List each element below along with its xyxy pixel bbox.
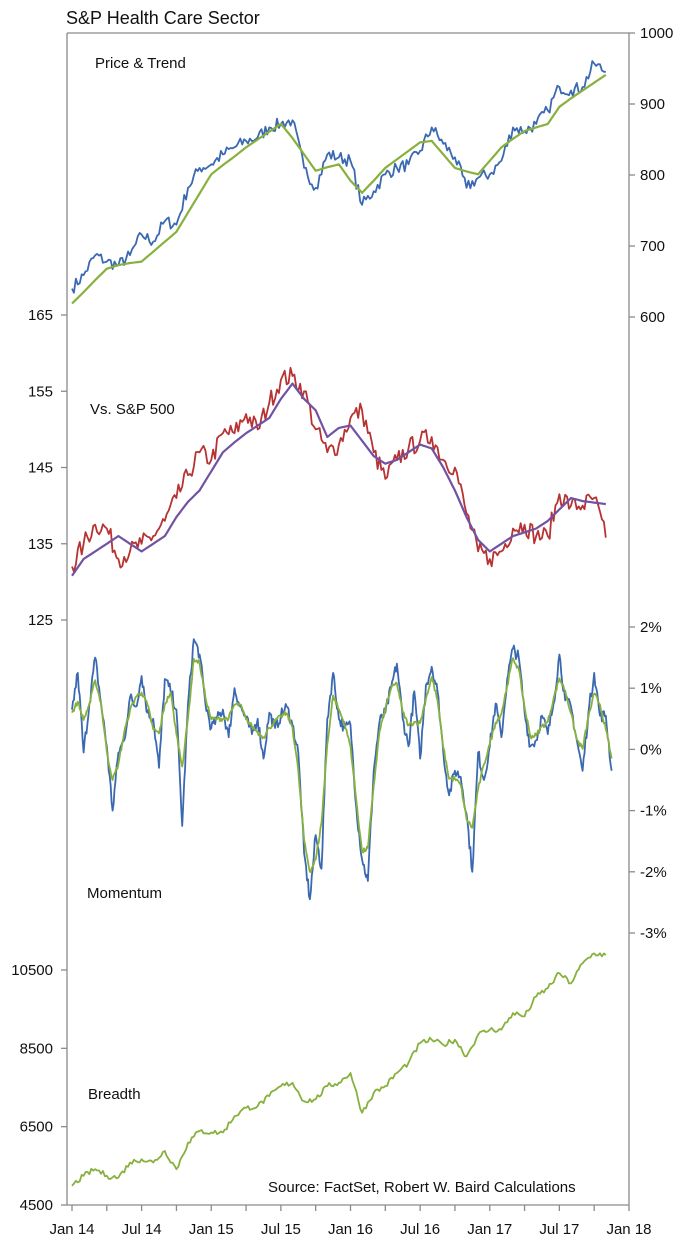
- chart-frame: [66, 32, 630, 1205]
- y-tick-label: 4500: [20, 1197, 53, 1214]
- x-tick-label: Jan 16: [328, 1221, 373, 1238]
- x-tick-label: Jan 17: [467, 1221, 512, 1238]
- panel-breadth: 10500 8500 6500 4500: [11, 952, 607, 1214]
- y-tick-label: 0%: [640, 741, 662, 758]
- y-tick-label: 800: [640, 167, 665, 184]
- y-tick-label: 8500: [20, 1040, 53, 1057]
- panel-label-vs-sp500: Vs. S&P 500: [90, 401, 175, 418]
- x-tick-label: Jul 17: [539, 1221, 579, 1238]
- series-line-1: [71, 638, 613, 901]
- y-tick-label: -3%: [640, 925, 667, 942]
- y-tick-label: 165: [28, 307, 53, 324]
- source-note: Source: FactSet, Robert W. Baird Calcula…: [268, 1179, 576, 1196]
- x-tick-label: Jan 18: [606, 1221, 651, 1238]
- y-tick-label: 700: [640, 238, 665, 255]
- panel-label-price-trend: Price & Trend: [95, 55, 186, 72]
- y-tick-label: 1000: [640, 25, 673, 42]
- series-line-2: [71, 657, 613, 873]
- y-tick-label: 1%: [640, 680, 662, 697]
- y-tick-label: 2%: [640, 619, 662, 636]
- x-tick-label: Jan 14: [49, 1221, 94, 1238]
- panel-label-breadth: Breadth: [88, 1086, 141, 1103]
- chart-title: S&P Health Care Sector: [66, 8, 260, 28]
- y-tick-label: 900: [640, 96, 665, 113]
- y-tick-label: 155: [28, 383, 53, 400]
- series-line-2: [71, 73, 607, 305]
- y-tick-label: 145: [28, 460, 53, 477]
- y-tick-label: 6500: [20, 1119, 53, 1136]
- x-tick-label: Jul 15: [261, 1221, 301, 1238]
- x-tick-label: Jul 14: [122, 1221, 162, 1238]
- panel-price-trend: 1000 900 800 700 600: [71, 25, 673, 326]
- series-line-2: [71, 382, 606, 577]
- y-tick-label: -1%: [640, 803, 667, 820]
- series-line-1: [71, 952, 607, 1187]
- y-tick-label: 600: [640, 309, 665, 326]
- x-axis: Jan 14 Jul 14 Jan 15 Jul 15 Jan 16 Jul 16 Jan …: [49, 1204, 652, 1238]
- y-tick-label: 10500: [11, 962, 53, 979]
- x-tick-label: Jul 16: [400, 1221, 440, 1238]
- series-line-1: [71, 60, 606, 294]
- y-tick-label: 135: [28, 536, 53, 553]
- x-tick-label: Jan 15: [189, 1221, 234, 1238]
- panel-momentum: 2% 1% 0% -1% -2% -3%: [71, 619, 667, 942]
- y-tick-label: -2%: [640, 864, 667, 881]
- series-line-1: [71, 366, 607, 573]
- panel-label-momentum: Momentum: [87, 885, 162, 902]
- panel-vs-s-p-500: 165 155 145 135 125: [28, 307, 607, 629]
- y-tick-label: 125: [28, 612, 53, 629]
